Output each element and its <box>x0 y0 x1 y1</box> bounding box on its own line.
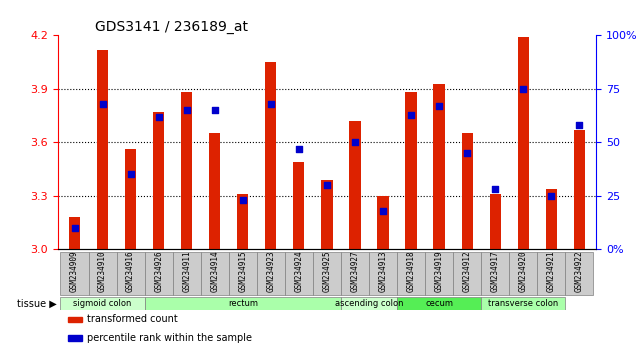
Text: percentile rank within the sample: percentile rank within the sample <box>87 333 253 343</box>
Text: tissue ▶: tissue ▶ <box>17 298 56 309</box>
Text: GSM234921: GSM234921 <box>547 251 556 292</box>
Text: GSM234918: GSM234918 <box>406 251 415 292</box>
Bar <box>69 217 80 249</box>
Text: GSM234923: GSM234923 <box>266 251 276 292</box>
FancyBboxPatch shape <box>60 252 88 295</box>
Bar <box>462 133 473 249</box>
Text: GDS3141 / 236189_at: GDS3141 / 236189_at <box>96 21 248 34</box>
Bar <box>545 189 557 249</box>
Bar <box>125 149 137 249</box>
Bar <box>209 133 221 249</box>
Point <box>238 197 248 203</box>
Text: GSM234925: GSM234925 <box>322 251 331 292</box>
Point <box>462 150 472 156</box>
Text: GSM234927: GSM234927 <box>351 251 360 292</box>
Bar <box>433 84 445 249</box>
Bar <box>153 112 164 249</box>
Text: GSM234910: GSM234910 <box>98 251 107 292</box>
Bar <box>69 316 82 322</box>
FancyBboxPatch shape <box>369 252 397 295</box>
Bar <box>321 180 333 249</box>
FancyBboxPatch shape <box>201 252 229 295</box>
Text: GSM234922: GSM234922 <box>575 251 584 292</box>
FancyBboxPatch shape <box>341 297 397 310</box>
Bar <box>574 130 585 249</box>
Text: ascending colon: ascending colon <box>335 299 403 308</box>
FancyBboxPatch shape <box>341 252 369 295</box>
Bar <box>265 62 276 249</box>
Bar <box>97 50 108 249</box>
Text: GSM234915: GSM234915 <box>238 251 247 292</box>
Text: GSM234913: GSM234913 <box>378 251 388 292</box>
Text: GSM234917: GSM234917 <box>490 251 500 292</box>
Text: GSM234911: GSM234911 <box>182 251 191 292</box>
Point <box>294 146 304 152</box>
FancyBboxPatch shape <box>145 252 172 295</box>
FancyBboxPatch shape <box>145 297 341 310</box>
Bar <box>490 194 501 249</box>
Point <box>378 208 388 213</box>
Point <box>126 172 136 177</box>
Text: sigmoid colon: sigmoid colon <box>73 299 132 308</box>
Point <box>546 193 556 199</box>
FancyBboxPatch shape <box>397 252 425 295</box>
FancyBboxPatch shape <box>229 252 257 295</box>
Text: GSM234926: GSM234926 <box>154 251 163 292</box>
Text: GSM234909: GSM234909 <box>70 251 79 292</box>
Point <box>490 187 501 192</box>
Point <box>434 103 444 109</box>
Point <box>265 101 276 107</box>
FancyBboxPatch shape <box>453 252 481 295</box>
FancyBboxPatch shape <box>509 252 537 295</box>
Text: GSM234919: GSM234919 <box>435 251 444 292</box>
Point <box>69 225 79 231</box>
Bar <box>349 121 361 249</box>
Point <box>574 122 585 128</box>
Bar <box>406 92 417 249</box>
Point <box>518 86 528 92</box>
Point <box>322 182 332 188</box>
Text: GSM234912: GSM234912 <box>463 251 472 292</box>
FancyBboxPatch shape <box>88 252 117 295</box>
Text: GSM234914: GSM234914 <box>210 251 219 292</box>
Point <box>181 107 192 113</box>
Text: cecum: cecum <box>425 299 453 308</box>
Bar <box>378 196 388 249</box>
Bar <box>294 162 304 249</box>
Text: transformed count: transformed count <box>87 314 178 324</box>
Bar <box>69 335 82 341</box>
FancyBboxPatch shape <box>481 297 565 310</box>
FancyBboxPatch shape <box>397 297 481 310</box>
Text: rectum: rectum <box>228 299 258 308</box>
Text: GSM234916: GSM234916 <box>126 251 135 292</box>
FancyBboxPatch shape <box>172 252 201 295</box>
FancyBboxPatch shape <box>257 252 285 295</box>
Text: transverse colon: transverse colon <box>488 299 558 308</box>
Bar <box>518 37 529 249</box>
FancyBboxPatch shape <box>117 252 145 295</box>
FancyBboxPatch shape <box>537 252 565 295</box>
Point <box>350 139 360 145</box>
FancyBboxPatch shape <box>565 252 594 295</box>
Point <box>153 114 163 119</box>
Point <box>406 112 416 117</box>
FancyBboxPatch shape <box>313 252 341 295</box>
Text: GSM234920: GSM234920 <box>519 251 528 292</box>
FancyBboxPatch shape <box>425 252 453 295</box>
Point <box>210 107 220 113</box>
Bar <box>237 194 249 249</box>
Bar <box>181 92 192 249</box>
FancyBboxPatch shape <box>481 252 509 295</box>
Point <box>97 101 108 107</box>
FancyBboxPatch shape <box>285 252 313 295</box>
Text: GSM234924: GSM234924 <box>294 251 303 292</box>
FancyBboxPatch shape <box>60 297 145 310</box>
